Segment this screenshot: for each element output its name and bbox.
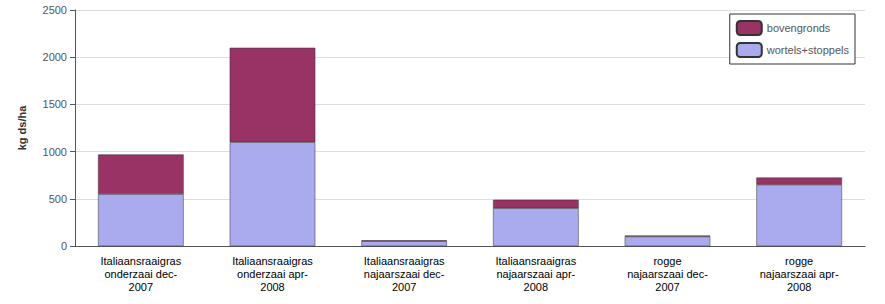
svg-text:500: 500 xyxy=(49,193,67,205)
svg-text:najaarszaai dec-: najaarszaai dec- xyxy=(364,268,445,280)
svg-text:najaarszaai dec-: najaarszaai dec- xyxy=(627,268,708,280)
svg-text:2007: 2007 xyxy=(129,281,153,293)
svg-text:2007: 2007 xyxy=(655,281,679,293)
svg-text:rogge: rogge xyxy=(653,255,681,267)
svg-text:wortels+stoppels: wortels+stoppels xyxy=(766,44,850,56)
svg-text:2007: 2007 xyxy=(392,281,416,293)
svg-text:Italiaansraaigras: Italiaansraaigras xyxy=(495,255,576,267)
svg-text:2008: 2008 xyxy=(787,281,811,293)
svg-text:Italiaansraaigras: Italiaansraaigras xyxy=(364,255,445,267)
svg-text:onderzaai dec-: onderzaai dec- xyxy=(104,268,177,280)
svg-text:kg ds/ha: kg ds/ha xyxy=(16,105,28,151)
svg-text:2500: 2500 xyxy=(43,4,67,16)
svg-text:rogge: rogge xyxy=(785,255,813,267)
svg-text:0: 0 xyxy=(61,240,67,252)
svg-text:onderzaai apr-: onderzaai apr- xyxy=(237,268,308,280)
svg-text:bovengronds: bovengronds xyxy=(767,22,831,34)
svg-text:2008: 2008 xyxy=(260,281,284,293)
svg-text:2000: 2000 xyxy=(43,51,67,63)
svg-text:najaarszaai apr-: najaarszaai apr- xyxy=(496,268,575,280)
svg-text:Italiaansraaigras: Italiaansraaigras xyxy=(100,255,181,267)
svg-text:2008: 2008 xyxy=(524,281,548,293)
svg-text:1000: 1000 xyxy=(43,146,67,158)
svg-text:1500: 1500 xyxy=(43,98,67,110)
svg-text:najaarszaai apr-: najaarszaai apr- xyxy=(760,268,839,280)
svg-text:Italiaansraaigras: Italiaansraaigras xyxy=(232,255,313,267)
